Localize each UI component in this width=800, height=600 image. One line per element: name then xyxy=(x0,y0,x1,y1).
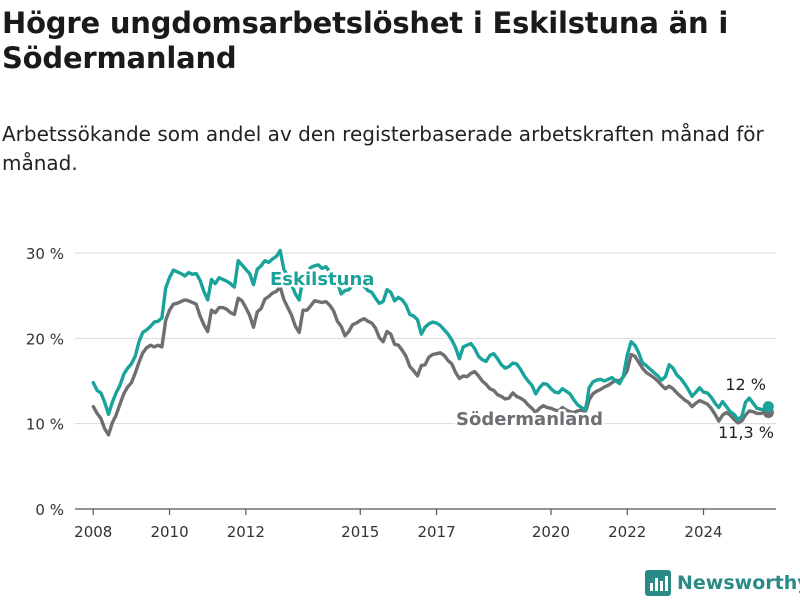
series-line-eskilstuna xyxy=(91,248,771,422)
x-tick-label: 2010 xyxy=(150,523,188,541)
x-tick-label: 2015 xyxy=(341,523,379,541)
series-label-eskilstuna: Eskilstuna xyxy=(270,269,374,290)
y-tick-label: 10 % xyxy=(26,416,64,434)
series-label-sodermanland: Södermanland xyxy=(456,409,603,430)
end-label-sodermanland: 11,3 % xyxy=(718,423,774,442)
y-tick-label: 30 % xyxy=(26,245,64,263)
bar-chart-logo-icon xyxy=(645,570,671,596)
x-tick-label: 2022 xyxy=(608,523,646,541)
x-tick-label: 2017 xyxy=(417,523,455,541)
x-tick-label: 2012 xyxy=(227,523,265,541)
brand-logo: Newsworthy xyxy=(645,568,800,598)
end-label-eskilstuna: 12 % xyxy=(725,375,766,394)
chart-title: Högre ungdomsarbetslöshet i Eskilstuna ä… xyxy=(2,6,729,75)
y-tick-label: 20 % xyxy=(26,330,64,348)
chart-subtitle: Arbetssökande som andel av den registerb… xyxy=(2,122,764,175)
x-tick-label: 2008 xyxy=(74,523,112,541)
brand-name: Newsworthy xyxy=(677,572,800,594)
y-tick-label: 0 % xyxy=(35,501,64,519)
x-tick-label: 2024 xyxy=(684,523,722,541)
series-line-sodermanland xyxy=(91,285,771,437)
x-tick-label: 2020 xyxy=(532,523,570,541)
end-point-eskilstuna xyxy=(762,401,774,413)
